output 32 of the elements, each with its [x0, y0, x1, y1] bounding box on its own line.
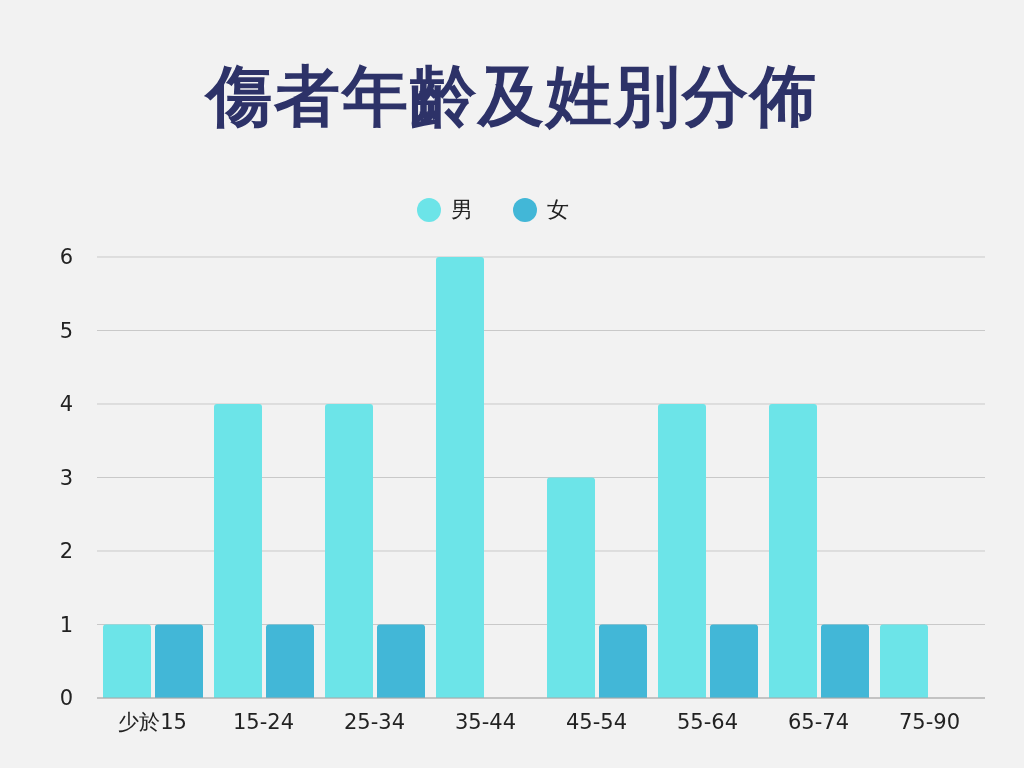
- x-tick-label: 15-24: [232, 709, 295, 734]
- bar: [658, 404, 706, 698]
- y-tick-label: 5: [59, 318, 73, 343]
- bar: [155, 624, 203, 698]
- bar: [103, 624, 151, 698]
- x-tick-label: 45-54: [565, 709, 628, 734]
- y-tick-label: 6: [59, 245, 73, 270]
- x-tick-label: 少於15: [118, 709, 187, 734]
- legend-label: 女: [546, 196, 569, 224]
- bar: [769, 404, 817, 698]
- chart-title: 傷者年齡及姓別分佈: [203, 57, 819, 137]
- x-tick-label: 25-34: [343, 709, 406, 734]
- bar: [821, 624, 869, 698]
- bar: [436, 257, 484, 698]
- bar: [710, 624, 758, 698]
- y-tick-label: 3: [59, 465, 73, 490]
- bar: [599, 624, 647, 698]
- bar: [214, 404, 262, 698]
- bar: [377, 624, 425, 698]
- x-tick-label: 75-90: [898, 709, 961, 734]
- legend-label: 男: [450, 196, 473, 224]
- x-tick-label: 35-44: [454, 709, 517, 734]
- bar: [266, 624, 314, 698]
- y-tick-label: 0: [59, 686, 73, 711]
- bar: [880, 624, 928, 698]
- x-tick-label: 65-74: [787, 709, 850, 734]
- y-tick-label: 4: [59, 392, 73, 417]
- y-tick-label: 1: [59, 612, 73, 637]
- bar: [325, 404, 373, 698]
- y-tick-label: 2: [59, 539, 73, 564]
- bar: [547, 477, 595, 698]
- x-tick-label: 55-64: [676, 709, 739, 734]
